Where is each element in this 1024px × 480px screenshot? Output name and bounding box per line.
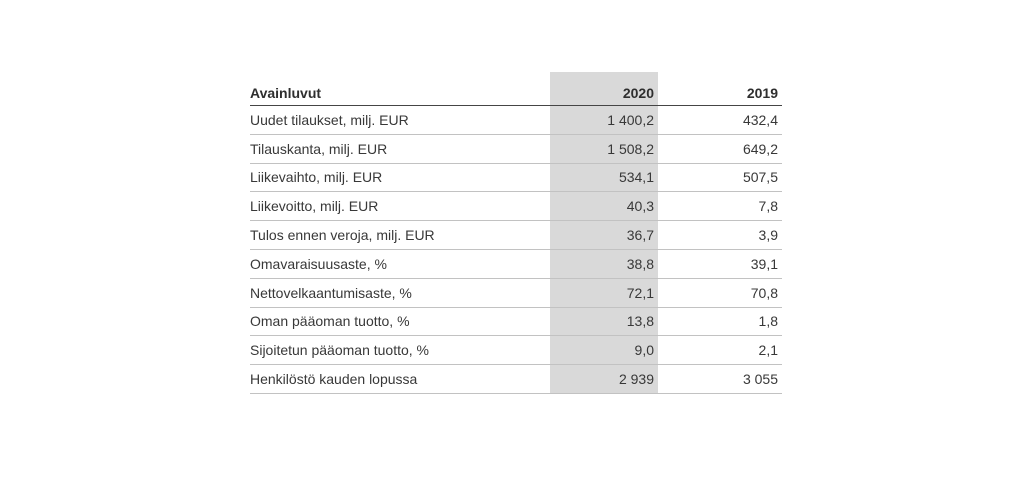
row-value-2019: 3,9 xyxy=(758,227,778,244)
row-label: Liikevaihto, milj. EUR xyxy=(250,169,383,186)
row-label: Henkilöstö kauden lopussa xyxy=(250,371,418,388)
table-row: Nettovelkaantumisaste, % 72,1 70,8 xyxy=(250,279,782,308)
row-label: Omavaraisuusaste, % xyxy=(250,255,387,272)
row-value-2020: 1 508,2 xyxy=(607,140,654,157)
highlight-column-2020 xyxy=(550,72,658,394)
header-col-2020: 2020 xyxy=(622,85,654,101)
header-label: Avainluvut xyxy=(250,85,322,101)
table-row: Tilauskanta, milj. EUR 1 508,2 649,2 xyxy=(250,135,782,164)
row-value-2020: 13,8 xyxy=(626,313,654,330)
row-label: Oman pääoman tuotto, % xyxy=(250,313,410,330)
row-value-2019: 70,8 xyxy=(750,284,778,301)
row-value-2020: 534,1 xyxy=(618,169,654,186)
row-value-2019: 2,1 xyxy=(758,342,778,359)
table-header-row: Avainluvut 2020 2019 xyxy=(250,72,782,106)
table-row: Sijoitetun pääoman tuotto, % 9,0 2,1 xyxy=(250,336,782,366)
row-value-2020: 9,0 xyxy=(634,342,654,359)
table-row: Henkilöstö kauden lopussa 2 939 3 055 xyxy=(250,365,782,394)
row-value-2020: 72,1 xyxy=(626,284,654,301)
table-row: Tulos ennen veroja, milj. EUR 36,7 3,9 xyxy=(250,221,782,250)
table-row: Liikevaihto, milj. EUR 534,1 507,5 xyxy=(250,164,782,193)
key-figures-table: Avainluvut 2020 2019 Uudet tilaukset, mi… xyxy=(250,72,782,394)
row-value-2019: 1,8 xyxy=(758,313,778,330)
row-value-2020: 2 939 xyxy=(618,371,654,388)
row-value-2020: 36,7 xyxy=(626,227,654,244)
row-label: Liikevoitto, milj. EUR xyxy=(250,198,379,215)
table-row: Liikevoitto, milj. EUR 40,3 7,8 xyxy=(250,192,782,222)
row-value-2019: 432,4 xyxy=(742,111,778,128)
row-label: Sijoitetun pääoman tuotto, % xyxy=(250,342,430,359)
table-row: Oman pääoman tuotto, % 13,8 1,8 xyxy=(250,308,782,337)
row-value-2020: 40,3 xyxy=(626,198,654,215)
row-value-2019: 7,8 xyxy=(758,198,778,215)
row-value-2020: 38,8 xyxy=(626,255,654,272)
table-row: Omavaraisuusaste, % 38,8 39,1 xyxy=(250,250,782,279)
row-label: Tilauskanta, milj. EUR xyxy=(250,140,388,157)
row-value-2019: 39,1 xyxy=(750,255,778,272)
row-label: Tulos ennen veroja, milj. EUR xyxy=(250,227,435,244)
row-label: Uudet tilaukset, milj. EUR xyxy=(250,111,409,128)
row-value-2020: 1 400,2 xyxy=(607,111,654,128)
table-row: Uudet tilaukset, milj. EUR 1 400,2 432,4 xyxy=(250,106,782,135)
header-col-2019: 2019 xyxy=(746,85,778,101)
row-value-2019: 507,5 xyxy=(742,169,778,186)
row-value-2019: 649,2 xyxy=(742,140,778,157)
row-label: Nettovelkaantumisaste, % xyxy=(250,284,412,301)
row-value-2019: 3 055 xyxy=(742,371,778,388)
